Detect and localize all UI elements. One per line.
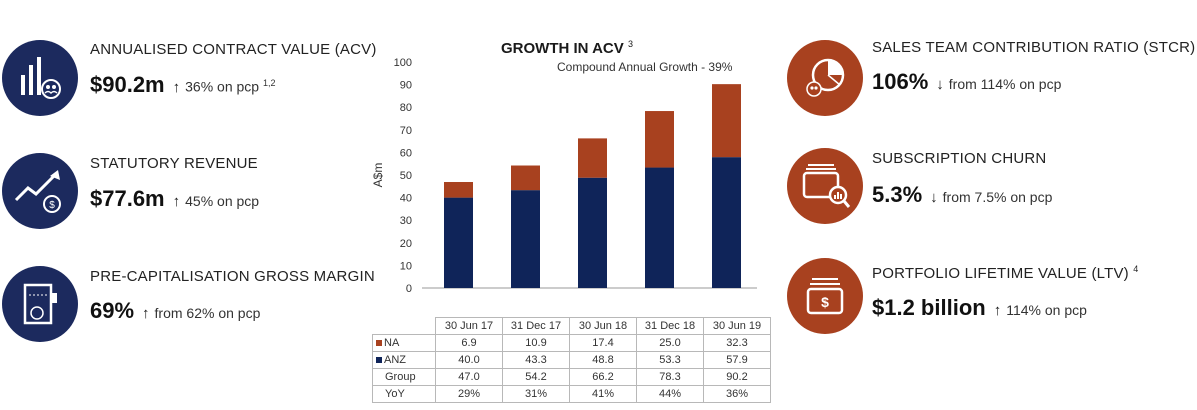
growth-arrow-dollar-icon: $	[2, 153, 78, 229]
kpi-revenue-change: 45% on pcp	[185, 193, 260, 209]
kpi-ltv-note: 4	[1133, 264, 1139, 274]
table-cell: 32.3	[703, 334, 771, 352]
kpi-revenue-title: STATUTORY REVENUE	[90, 155, 258, 172]
y-tick-label: 70	[400, 125, 412, 137]
table-header-cell: 30 Jun 19	[703, 317, 771, 335]
table-cell: 48.8	[569, 351, 637, 369]
y-tick-label: 60	[400, 147, 412, 159]
legend-label-na: NA	[384, 337, 400, 349]
kpi-acv-value: $90.2m	[90, 72, 165, 97]
table-header-row: 30 Jun 17 31 Dec 17 30 Jun 18 31 Dec 18 …	[373, 317, 771, 335]
bar-na	[578, 138, 607, 178]
arrow-up-icon: ↑	[142, 305, 150, 322]
table-cell: 29%	[435, 385, 503, 403]
table-cell: 31%	[502, 385, 570, 403]
kpi-stcr-change: from 114% on pcp	[948, 76, 1062, 92]
y-tick-label: 100	[394, 57, 412, 69]
table-row: ANZ 40.0 43.3 48.8 53.3 57.9	[372, 351, 771, 369]
table-cell: 40.0	[435, 351, 503, 369]
bar-anz	[712, 157, 741, 288]
pie-chart-users-icon	[787, 40, 863, 116]
table-cell: 10.9	[502, 334, 570, 352]
table-cell: 54.2	[502, 368, 570, 386]
table-cell: 47.0	[435, 368, 503, 386]
y-tick-label: 30	[400, 215, 412, 227]
table-row: YoY 29% 31% 41% 44% 36%	[372, 385, 771, 403]
table-cell: 43.3	[502, 351, 570, 369]
y-axis-label: A$m	[371, 163, 385, 188]
bar-anz	[578, 177, 607, 288]
chart-subtitle: Compound Annual Growth - 39%	[557, 60, 733, 74]
arrow-up-icon: ↑	[172, 193, 181, 210]
kpi-stcr-value: 106%	[872, 69, 929, 94]
kpi-acv-note: 1,2	[262, 78, 276, 89]
table-cell: 6.9	[435, 334, 503, 352]
table-cell: 90.2	[703, 368, 771, 386]
table-cell: 78.3	[636, 368, 704, 386]
table-cell: 53.3	[636, 351, 704, 369]
chart-plot: 0 10 20 30 40 50 60 70 80 90 100 A$m	[371, 57, 757, 295]
table-row: NA 6.9 10.9 17.4 25.0 32.3	[372, 334, 771, 352]
svg-text:$: $	[821, 294, 829, 310]
svg-text:$: $	[49, 200, 55, 211]
kpi-churn-change: from 7.5% on pcp	[942, 189, 1053, 205]
chart-title-note: 3	[627, 39, 633, 49]
table-cell: 36%	[703, 385, 771, 403]
kpi-ltv-change: 114% on pcp	[1006, 302, 1087, 318]
kpi-revenue-value: $77.6m	[90, 186, 165, 211]
kpi-acv-change: 36% on pcp	[185, 79, 260, 95]
table-header-cell: 31 Dec 17	[502, 317, 570, 335]
door-users-icon	[2, 266, 78, 342]
legend-swatch-na	[376, 340, 382, 347]
arrow-down-icon: ↓	[936, 76, 944, 93]
y-tick-label: 10	[400, 260, 412, 272]
kpi-gross-margin-value: 69%	[90, 298, 135, 323]
table-row-label: YoY	[372, 385, 436, 403]
y-tick-label: 80	[400, 102, 412, 114]
bar-anz	[444, 197, 473, 288]
kpi-churn-value: 5.3%	[872, 182, 923, 207]
legend-swatch-anz	[376, 357, 382, 364]
table-row: Group 47.0 54.2 66.2 78.3 90.2	[372, 368, 771, 386]
acv-growth-chart: 0 10 20 30 40 50 60 70 80 90 100 A$m GROWTH IN ACV …	[360, 30, 780, 410]
y-tick-label: 0	[406, 283, 412, 295]
kpi-ltv-value: $1.2 billion	[872, 295, 986, 320]
arrow-down-icon: ↓	[930, 189, 938, 206]
kpi-ltv-title: PORTFOLIO LIFETIME VALUE (LTV)	[872, 265, 1129, 282]
chart-title: GROWTH IN ACV	[501, 40, 624, 57]
kpi-gross-margin-title: PRE-CAPITALISATION GROSS MARGIN	[90, 268, 375, 285]
table-header-cell: 30 Jun 18	[569, 317, 637, 335]
legend-label-anz: ANZ	[384, 354, 406, 366]
table-header-cell: 31 Dec 18	[636, 317, 704, 335]
y-tick-label: 50	[400, 170, 412, 182]
dollar-cards-icon: $	[787, 258, 863, 334]
arrow-up-icon: ↑	[993, 302, 1002, 319]
table-header-cell: 30 Jun 17	[435, 317, 503, 335]
cards-magnifier-icon	[787, 148, 863, 224]
table-cell: 66.2	[569, 368, 637, 386]
kpi-churn-title: SUBSCRIPTION CHURN	[872, 150, 1047, 167]
y-tick-label: 20	[400, 238, 412, 250]
table-cell: 41%	[569, 385, 637, 403]
bar-chart-users-icon	[2, 40, 78, 116]
kpi-stcr-title: SALES TEAM CONTRIBUTION RATIO (STCR)	[872, 39, 1196, 56]
chart-data-table: 30 Jun 17 31 Dec 17 30 Jun 18 31 Dec 18 …	[372, 317, 771, 403]
arrow-up-icon: ↑	[172, 79, 181, 96]
y-tick-label: 40	[400, 193, 412, 205]
table-row-label: Group	[372, 368, 436, 386]
bar-anz	[645, 167, 674, 288]
y-tick-label: 90	[400, 80, 412, 92]
table-cell: 17.4	[569, 334, 637, 352]
table-cell: 44%	[636, 385, 704, 403]
bar-na	[712, 84, 741, 158]
kpi-gross-margin-change: from 62% on pcp	[154, 305, 261, 321]
table-cell: 57.9	[703, 351, 771, 369]
table-cell: 25.0	[636, 334, 704, 352]
bar-na	[444, 182, 473, 198]
kpi-acv-title: ANNUALISED CONTRACT VALUE (ACV)	[90, 41, 377, 58]
bar-na	[645, 111, 674, 168]
bar-na	[511, 165, 540, 191]
bar-anz	[511, 190, 540, 288]
